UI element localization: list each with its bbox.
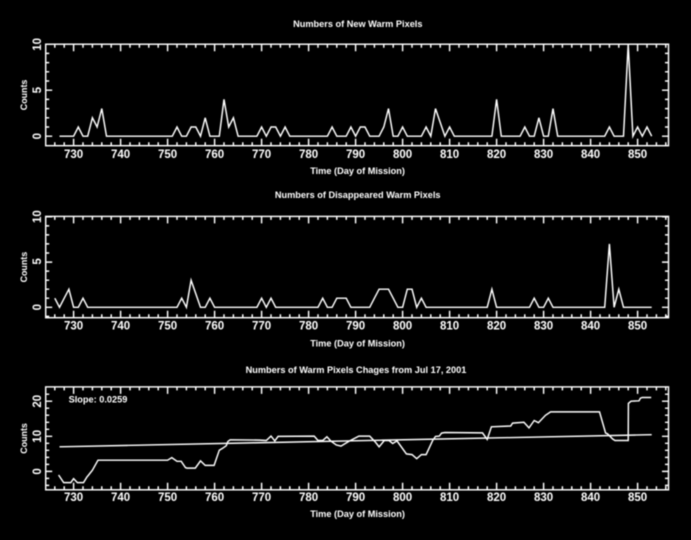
- svg-text:810: 810: [440, 321, 459, 333]
- svg-text:820: 820: [487, 492, 506, 504]
- svg-text:Time (Day of Mission): Time (Day of Mission): [310, 166, 405, 176]
- svg-text:820: 820: [487, 321, 506, 333]
- svg-text:730: 730: [64, 149, 83, 161]
- svg-text:730: 730: [64, 321, 83, 333]
- svg-text:800: 800: [393, 321, 412, 333]
- svg-text:740: 740: [111, 492, 130, 504]
- svg-text:840: 840: [581, 321, 600, 333]
- svg-text:840: 840: [581, 492, 600, 504]
- svg-text:Numbers of Disappeared Warm Pi: Numbers of Disappeared Warm Pixels: [275, 190, 441, 200]
- svg-text:Counts: Counts: [19, 423, 29, 454]
- svg-text:830: 830: [534, 492, 553, 504]
- svg-text:5: 5: [32, 258, 44, 265]
- svg-text:0: 0: [32, 304, 44, 310]
- svg-text:850: 850: [628, 149, 647, 161]
- svg-text:750: 750: [158, 321, 177, 333]
- svg-text:740: 740: [111, 149, 130, 161]
- svg-text:730: 730: [64, 492, 83, 504]
- svg-text:770: 770: [252, 321, 271, 333]
- svg-text:790: 790: [346, 149, 365, 161]
- svg-text:780: 780: [299, 492, 318, 504]
- svg-text:Numbers of New Warm Pixels: Numbers of New Warm Pixels: [293, 19, 422, 29]
- svg-text:850: 850: [628, 321, 647, 333]
- svg-text:820: 820: [487, 149, 506, 161]
- svg-text:790: 790: [346, 492, 365, 504]
- svg-text:Counts: Counts: [19, 80, 29, 111]
- svg-text:750: 750: [158, 149, 177, 161]
- svg-text:10: 10: [32, 430, 44, 443]
- svg-text:Time (Day of Mission): Time (Day of Mission): [310, 509, 405, 519]
- svg-text:810: 810: [440, 149, 459, 161]
- svg-text:750: 750: [158, 492, 177, 504]
- svg-text:830: 830: [534, 149, 553, 161]
- svg-text:810: 810: [440, 492, 459, 504]
- svg-text:840: 840: [581, 149, 600, 161]
- svg-text:770: 770: [252, 492, 271, 504]
- svg-text:Time (Day of Mission): Time (Day of Mission): [310, 338, 405, 348]
- svg-text:5: 5: [32, 86, 44, 93]
- svg-text:0: 0: [32, 133, 44, 139]
- svg-text:10: 10: [32, 38, 44, 51]
- svg-text:850: 850: [628, 492, 647, 504]
- svg-text:760: 760: [205, 321, 224, 333]
- svg-text:Slope: 0.0259: Slope: 0.0259: [69, 395, 128, 405]
- svg-text:0: 0: [32, 468, 44, 474]
- svg-text:Counts: Counts: [19, 252, 29, 283]
- svg-text:740: 740: [111, 321, 130, 333]
- svg-text:800: 800: [393, 149, 412, 161]
- svg-text:780: 780: [299, 321, 318, 333]
- svg-text:760: 760: [205, 149, 224, 161]
- svg-text:780: 780: [299, 149, 318, 161]
- svg-text:790: 790: [346, 321, 365, 333]
- svg-text:830: 830: [534, 321, 553, 333]
- svg-text:10: 10: [32, 210, 44, 223]
- svg-text:760: 760: [205, 492, 224, 504]
- svg-text:Numbers of Warm Pixels Chages: Numbers of Warm Pixels Chages from Jul 1…: [246, 365, 467, 375]
- svg-text:20: 20: [32, 395, 44, 408]
- svg-text:800: 800: [393, 492, 412, 504]
- svg-text:770: 770: [252, 149, 271, 161]
